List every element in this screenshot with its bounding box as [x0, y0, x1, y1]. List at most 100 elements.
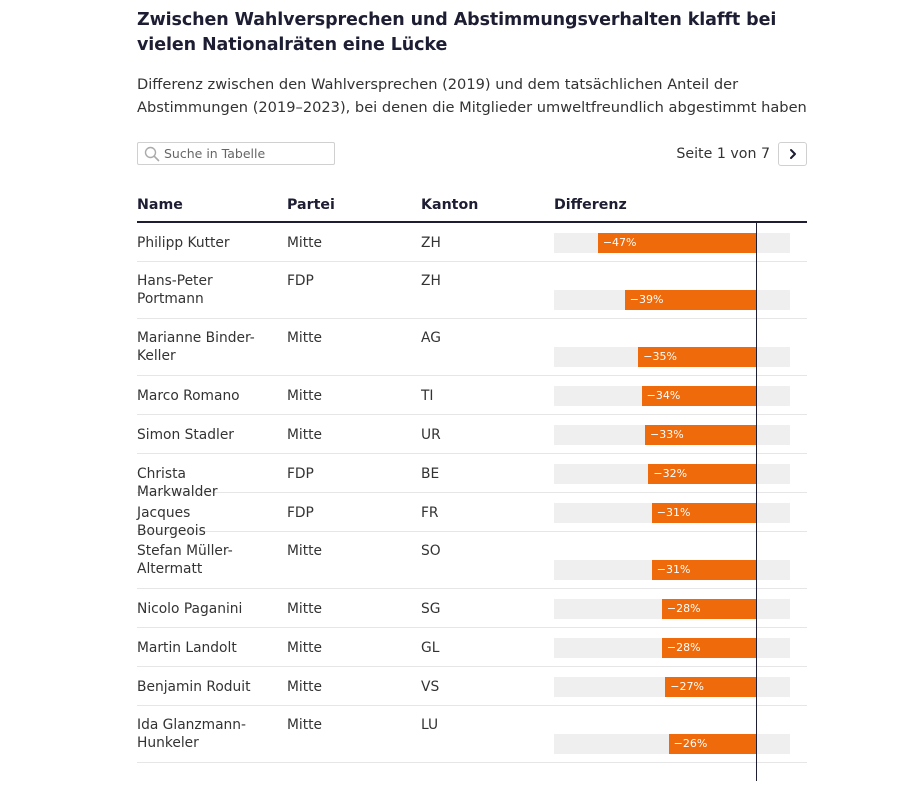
column-header-differenz[interactable]: Differenz — [554, 197, 627, 213]
cell-kanton: ZH — [421, 235, 441, 251]
bar-value-label: −33% — [650, 428, 684, 441]
bar — [597, 233, 757, 253]
column-header-kanton[interactable]: Kanton — [421, 197, 479, 213]
bar-track: −35% — [554, 347, 790, 367]
bar-value-label: −47% — [602, 236, 637, 249]
cell-kanton: UR — [421, 427, 441, 443]
table-row: Marianne Binder-Keller Mitte AG −35% — [137, 319, 807, 376]
bar-track: −27% — [554, 677, 790, 697]
table-row: Philipp Kutter Mitte ZH −47% — [137, 223, 807, 262]
bar — [651, 503, 757, 523]
bar-track: −34% — [554, 386, 790, 406]
cell-name: Benjamin Roduit — [137, 679, 251, 695]
bar — [665, 677, 757, 697]
cell-name: Christa Markwalder — [137, 466, 218, 500]
table-row: Benjamin Roduit Mitte VS −27% — [137, 667, 807, 706]
cell-partei: Mitte — [287, 388, 323, 404]
cell-name: Martin Landolt — [137, 640, 237, 656]
cell-partei: Mitte — [287, 543, 323, 559]
bar — [651, 560, 757, 580]
cell-partei: Mitte — [287, 640, 323, 656]
next-page-button[interactable] — [778, 142, 807, 166]
table-row: Hans-Peter Portmann FDP ZH −39% — [137, 262, 807, 319]
cell-partei: FDP — [287, 273, 314, 289]
data-table: Name Partei Kanton Differenz Philipp Kut… — [137, 188, 807, 781]
bar-value-label: −31% — [656, 506, 691, 519]
bar — [638, 347, 757, 367]
cell-name: Hans-Peter Portmann — [137, 273, 213, 307]
bar — [668, 734, 757, 754]
bar-track: −31% — [554, 503, 790, 523]
bar-track: −32% — [554, 464, 790, 484]
cell-partei: FDP — [287, 466, 314, 482]
cell-partei: Mitte — [287, 427, 323, 443]
bar-value-label: −35% — [643, 350, 677, 363]
search-icon — [144, 146, 160, 161]
cell-kanton: BE — [421, 466, 440, 482]
table-row: Martin Landolt Mitte GL −28% — [137, 628, 807, 667]
bar — [648, 464, 757, 484]
bar — [641, 386, 757, 406]
table-row: Christa Markwalder FDP BE −32% — [137, 454, 807, 500]
bar — [661, 599, 757, 619]
search-box[interactable] — [137, 142, 335, 165]
bar-track: −39% — [554, 290, 790, 310]
page-indicator: Seite 1 von 7 — [676, 146, 770, 162]
zero-reference-line — [756, 221, 757, 781]
table-row: Marco Romano Mitte TI −34% — [137, 376, 807, 415]
cell-name: Stefan Müller-Altermatt — [137, 543, 233, 577]
cell-partei: Mitte — [287, 679, 323, 695]
cell-name: Marianne Binder-Keller — [137, 330, 255, 364]
bar-track: −26% — [554, 734, 790, 754]
page-title: Zwischen Wahlversprechen und Abstimmungs… — [137, 10, 777, 55]
bar-value-label: −28% — [666, 602, 701, 615]
cell-name: Nicolo Paganini — [137, 601, 243, 617]
search-input[interactable] — [164, 146, 329, 161]
table-row: Jacques Bourgeois FDP FR −31% — [137, 493, 807, 539]
cell-kanton: SO — [421, 543, 441, 559]
table-body: Philipp Kutter Mitte ZH −47% Hans-Peter Port… — [137, 223, 807, 763]
bar-value-label: −34% — [646, 389, 681, 402]
column-header-name[interactable]: Name — [137, 197, 183, 213]
table-row: Nicolo Paganini Mitte SG −28% — [137, 589, 807, 628]
table-controls: Seite 1 von 7 — [137, 142, 807, 168]
bar-value-label: −39% — [629, 293, 664, 306]
bar-value-label: −26% — [673, 737, 708, 750]
cell-partei: FDP — [287, 505, 314, 521]
bar-value-label: −27% — [670, 680, 704, 693]
cell-kanton: TI — [421, 388, 434, 404]
chart-container: Zwischen Wahlversprechen und Abstimmungs… — [137, 0, 807, 781]
cell-partei: Mitte — [287, 235, 323, 251]
pagination: Seite 1 von 7 — [676, 142, 807, 166]
bar-value-label: −31% — [656, 563, 691, 576]
bar-track: −28% — [554, 599, 790, 619]
bar — [645, 425, 757, 445]
bar-track: −28% — [554, 638, 790, 658]
cell-kanton: SG — [421, 601, 441, 617]
page-subtitle: Differenz zwischen den Wahlversprechen (… — [137, 76, 807, 116]
cell-partei: Mitte — [287, 717, 323, 733]
table-row: Ida Glanzmann-Hunkeler Mitte LU −26% — [137, 706, 807, 763]
bar — [661, 638, 757, 658]
bar-value-label: −32% — [653, 467, 688, 480]
cell-partei: Mitte — [287, 330, 323, 346]
table-row: Simon Stadler Mitte UR −33% — [137, 415, 807, 454]
bar-value-label: −28% — [666, 641, 701, 654]
cell-partei: Mitte — [287, 601, 323, 617]
table-row: Stefan Müller-Altermatt Mitte SO −31% — [137, 532, 807, 589]
bar-track: −47% — [554, 233, 790, 253]
cell-name: Jacques Bourgeois — [137, 505, 206, 539]
cell-kanton: AG — [421, 330, 441, 346]
cell-kanton: LU — [421, 717, 439, 733]
cell-name: Marco Romano — [137, 388, 240, 404]
bar-track: −31% — [554, 560, 790, 580]
cell-kanton: FR — [421, 505, 439, 521]
cell-name: Philipp Kutter — [137, 235, 230, 251]
cell-kanton: ZH — [421, 273, 441, 289]
cell-name: Simon Stadler — [137, 427, 234, 443]
cell-kanton: GL — [421, 640, 440, 656]
chevron-right-icon — [789, 149, 796, 159]
cell-name: Ida Glanzmann-Hunkeler — [137, 717, 246, 751]
column-header-partei[interactable]: Partei — [287, 197, 335, 213]
bar — [624, 290, 757, 310]
